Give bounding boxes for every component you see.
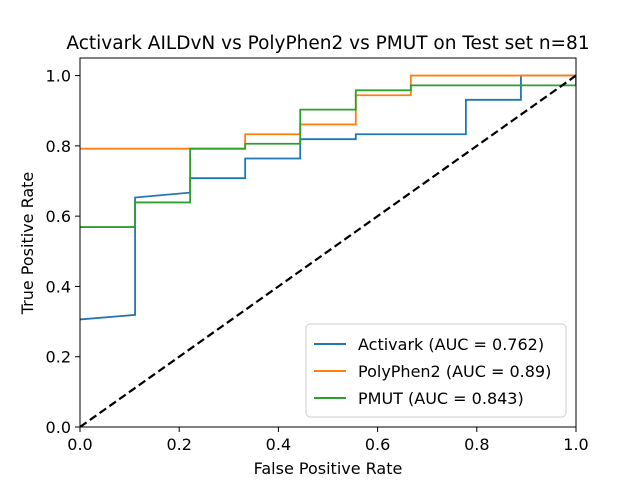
y-tick-label: 0.8 xyxy=(46,137,71,156)
y-axis-label: True Positive Rate xyxy=(18,172,37,316)
x-axis-label: False Positive Rate xyxy=(254,459,403,478)
legend-label-1: Activark (AUC = 0.762) xyxy=(358,335,544,354)
y-tick-label: 0.2 xyxy=(46,348,71,367)
x-tick-label: 1.0 xyxy=(563,435,588,454)
y-tick-label: 0.6 xyxy=(46,207,71,226)
x-tick-label: 0.8 xyxy=(464,435,489,454)
legend-label-2: PolyPhen2 (AUC = 0.89) xyxy=(358,362,551,381)
series-line-3 xyxy=(80,75,576,228)
series-line-1 xyxy=(80,74,576,321)
legend-box xyxy=(305,323,567,418)
x-axis: 0.0 0.2 0.4 0.6 0.8 1.0 xyxy=(67,427,589,454)
chart-title: Activark AILDvN vs PolyPhen2 vs PMUT on … xyxy=(66,33,589,54)
legend: Activark (AUC = 0.762) PolyPhen2 (AUC = 0… xyxy=(305,323,567,418)
x-tick-label: 0.6 xyxy=(365,435,390,454)
y-tick-label: 1.0 xyxy=(46,67,71,86)
plot-lines xyxy=(80,74,576,427)
x-tick-label: 0.2 xyxy=(166,435,191,454)
chance-reference-line xyxy=(80,74,576,427)
x-tick-label: 0.4 xyxy=(266,435,291,454)
y-tick-label: 0.0 xyxy=(46,418,71,437)
x-tick-label: 0.0 xyxy=(67,435,92,454)
y-axis: 0.0 0.2 0.4 0.6 0.8 1.0 xyxy=(46,67,80,437)
legend-label-3: PMUT (AUC = 0.843) xyxy=(358,389,524,408)
y-tick-label: 0.4 xyxy=(46,277,71,296)
plot-frame xyxy=(79,57,577,428)
series-line-2 xyxy=(80,74,576,150)
